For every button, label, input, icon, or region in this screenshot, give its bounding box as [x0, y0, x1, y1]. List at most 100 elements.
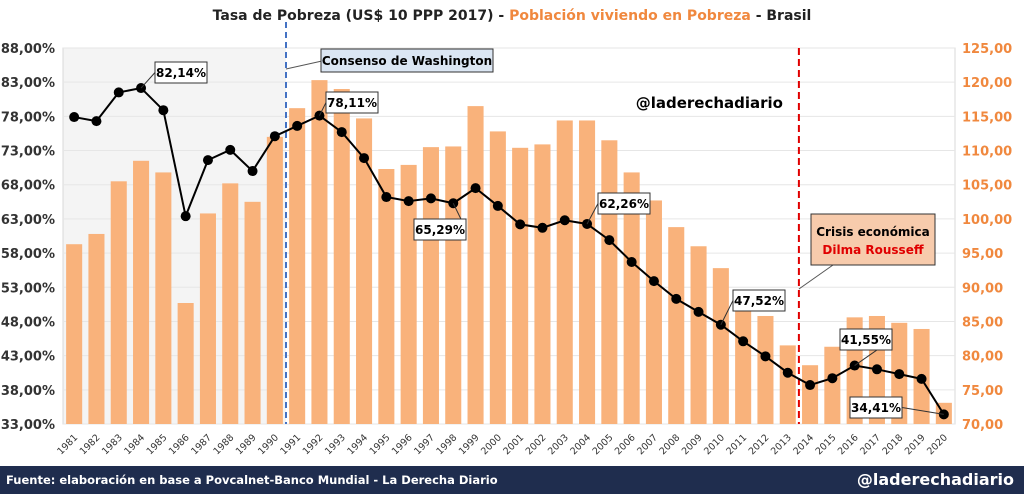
bar-1989: [244, 201, 261, 424]
x-tick-label: 2012: [747, 432, 772, 457]
bar-2004: [579, 120, 596, 424]
point-1999: [470, 183, 481, 194]
footer: Fuente: elaboración en base a Povcalnet-…: [0, 466, 1024, 494]
left-tick-label: 58,00%: [1, 247, 55, 262]
x-tick-label: 2020: [925, 432, 950, 457]
point-2005: [604, 235, 615, 246]
bar-2009: [690, 246, 707, 424]
data-label: 41,55%: [841, 333, 891, 347]
data-label-box: [325, 91, 379, 114]
point-1983: [113, 87, 124, 98]
x-tick-label: 1987: [189, 432, 214, 457]
data-label-box: [732, 289, 786, 312]
poverty-rate-line: [73, 86, 945, 415]
x-tick-label: 2014: [791, 432, 816, 457]
point-1996: [403, 196, 414, 207]
x-tick-label: 2017: [858, 432, 883, 457]
point-2006: [626, 256, 637, 267]
point-2018: [894, 369, 905, 380]
x-tick-label: 1988: [211, 432, 236, 457]
bar-1991: [289, 108, 306, 424]
point-1981: [69, 112, 80, 123]
x-tick-label: 1986: [167, 432, 192, 457]
point-1986: [180, 211, 191, 222]
washington-leader: [285, 60, 323, 70]
x-tick-label: 1994: [345, 432, 370, 457]
point-1982: [91, 116, 102, 127]
bar-1981: [66, 244, 83, 424]
x-tick-label: 1995: [368, 432, 393, 457]
footer-source: Fuente: elaboración en base a Povcalnet-…: [6, 473, 498, 487]
data-label-box: [597, 192, 651, 215]
point-1997: [425, 193, 436, 204]
title-part-country: - Brasil: [750, 8, 812, 24]
bar-1997: [422, 147, 439, 425]
left-tick-label: 43,00%: [1, 350, 55, 365]
point-2011: [738, 336, 749, 347]
point-1995: [381, 192, 392, 203]
washington-box: [320, 48, 494, 73]
bar-2001: [512, 147, 529, 424]
right-tick-label: 125,00: [962, 42, 1012, 57]
point-2019: [916, 373, 927, 384]
x-tick-label: 1998: [434, 432, 459, 457]
right-tick-label: 90,00: [962, 281, 1003, 296]
x-tick-label: 2015: [814, 432, 839, 457]
bar-2010: [712, 268, 729, 424]
x-tick-label: 2016: [836, 432, 861, 457]
bar-1994: [356, 118, 373, 424]
point-1988: [225, 144, 236, 155]
point-2008: [671, 293, 682, 304]
x-tick-label: 1997: [412, 432, 437, 457]
right-tick-label: 70,00: [962, 418, 1003, 433]
left-tick-label: 63,00%: [1, 213, 55, 228]
data-label-box: [849, 396, 903, 419]
point-1991: [292, 120, 303, 131]
right-tick-label: 85,00: [962, 315, 1003, 330]
point-2015: [827, 373, 838, 384]
x-tick-label: 1982: [78, 432, 103, 457]
point-2002: [537, 222, 548, 233]
chart: 33,00% 70,00 38,00% 75,00 43,00% 80,00 48,00% 8…: [1, 22, 1012, 457]
bar-1990: [266, 136, 283, 424]
x-tick-label: 2003: [546, 432, 571, 457]
data-label: 47,52%: [734, 294, 784, 308]
right-tick-label: 110,00: [962, 145, 1012, 160]
bar-2000: [489, 131, 506, 425]
data-label: 65,29%: [415, 223, 465, 237]
left-tick-label: 83,00%: [1, 76, 55, 91]
bar-2008: [668, 227, 685, 424]
point-2000: [492, 200, 503, 211]
right-tick-label: 115,00: [962, 110, 1012, 125]
x-tick-label: 2005: [591, 432, 616, 457]
bar-1986: [177, 302, 194, 424]
point-1985: [158, 105, 169, 116]
data-label: 78,11%: [327, 96, 377, 110]
point-2017: [871, 364, 882, 375]
title-part-population: Población viviendo en Pobreza: [509, 8, 751, 24]
x-tick-label: 1996: [390, 432, 415, 457]
x-tick-label: 2006: [613, 432, 638, 457]
bar-1998: [445, 146, 462, 424]
right-tick-label: 95,00: [962, 247, 1003, 262]
watermark: @laderechadiario: [636, 94, 783, 112]
chart-title: Tasa de Pobreza (US$ 10 PPP 2017) - Pobl…: [0, 8, 1024, 24]
right-tick-label: 80,00: [962, 350, 1003, 365]
point-1994: [359, 153, 370, 164]
data-label: 34,41%: [851, 401, 901, 415]
label-leader: [319, 102, 327, 116]
x-tick-label: 2013: [769, 432, 794, 457]
label-leader: [140, 72, 156, 89]
right-tick-label: 105,00: [962, 179, 1012, 194]
left-tick-label: 38,00%: [1, 384, 55, 399]
point-1987: [202, 155, 213, 166]
data-label: 62,26%: [599, 197, 649, 211]
point-2014: [805, 380, 816, 391]
right-tick-label: 100,00: [962, 213, 1012, 228]
footer-handle: @laderechadiario: [856, 470, 1014, 489]
washington-label: Consenso de Washington: [322, 54, 492, 68]
x-tick-label: 2008: [657, 432, 682, 457]
bar-1985: [155, 172, 172, 424]
point-1993: [336, 127, 347, 138]
bar-2015: [824, 346, 841, 424]
